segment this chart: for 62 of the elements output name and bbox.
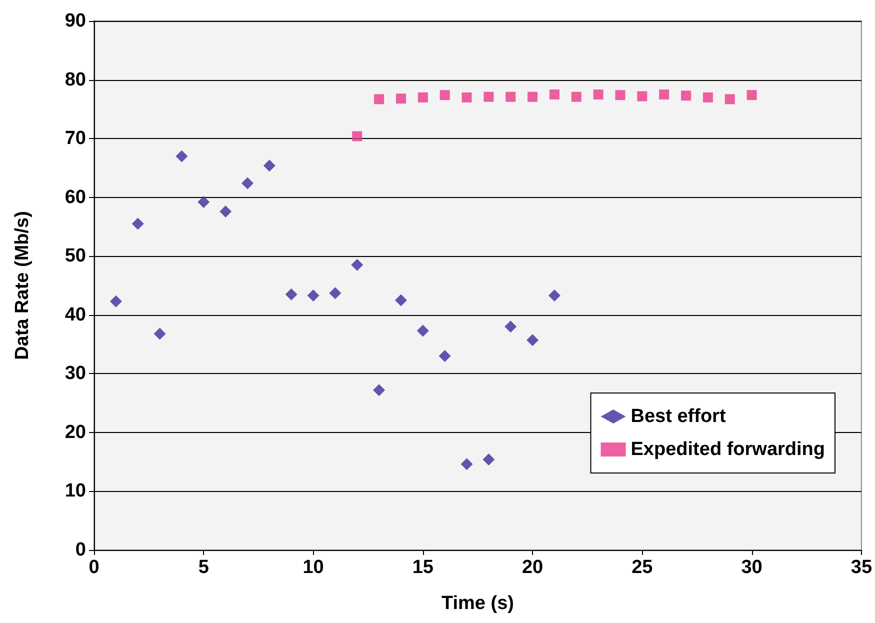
- x-axis-title: Time (s): [441, 593, 514, 614]
- point: [593, 89, 604, 100]
- point: [571, 92, 582, 102]
- point: [307, 289, 320, 302]
- point: [462, 92, 472, 102]
- point: [659, 89, 670, 100]
- x-tick-label: 20: [522, 557, 544, 578]
- y-tick-label: 90: [64, 10, 86, 32]
- point: [528, 92, 538, 102]
- point: [460, 458, 473, 470]
- point: [418, 92, 428, 102]
- point: [504, 320, 517, 333]
- point: [482, 453, 495, 466]
- y-tick-label: 50: [64, 246, 86, 267]
- x-tick-label: 10: [302, 557, 324, 578]
- point: [241, 177, 254, 190]
- point: [637, 91, 648, 102]
- y-tick-label: 40: [64, 304, 86, 326]
- y-tick-label: 20: [64, 422, 86, 443]
- point: [198, 196, 210, 208]
- y-tick-label: 0: [75, 540, 86, 560]
- point: [110, 295, 122, 308]
- point: [438, 350, 451, 362]
- point: [154, 328, 166, 340]
- x-tick-label: 0: [88, 557, 100, 578]
- x-tick-label: 35: [850, 557, 872, 578]
- x-tick-label: 25: [632, 557, 654, 578]
- point: [702, 92, 713, 102]
- point: [285, 288, 298, 300]
- x-tick-label: 30: [741, 557, 762, 578]
- point: [263, 160, 276, 172]
- y-tick-label: 70: [64, 128, 86, 150]
- point: [394, 294, 407, 306]
- point: [484, 92, 494, 102]
- point: [220, 205, 232, 218]
- y-tick-label: 30: [64, 363, 86, 384]
- point: [374, 94, 384, 104]
- point: [396, 94, 406, 104]
- x-tick-label: 15: [412, 557, 434, 578]
- y-tick-label: 10: [64, 480, 86, 502]
- legend-label: Best effort: [630, 406, 726, 427]
- point: [506, 92, 516, 102]
- point: [132, 218, 144, 230]
- point: [615, 90, 626, 100]
- y-tick-label: 80: [64, 69, 86, 90]
- point: [724, 94, 735, 104]
- point: [416, 324, 429, 337]
- y-axis-title: Data Rate (Mb/s): [12, 211, 33, 360]
- point: [373, 384, 386, 396]
- point: [351, 258, 364, 271]
- point: [548, 289, 560, 302]
- y-tick-label: 60: [64, 186, 86, 208]
- point: [329, 287, 342, 300]
- point: [176, 150, 188, 162]
- legend-label: Expedited forwarding: [630, 439, 826, 460]
- x-tick-label: 5: [198, 557, 210, 578]
- point: [440, 90, 450, 100]
- point: [746, 90, 757, 100]
- point: [681, 90, 692, 101]
- point: [526, 334, 539, 346]
- point: [352, 131, 362, 142]
- point: [549, 89, 560, 100]
